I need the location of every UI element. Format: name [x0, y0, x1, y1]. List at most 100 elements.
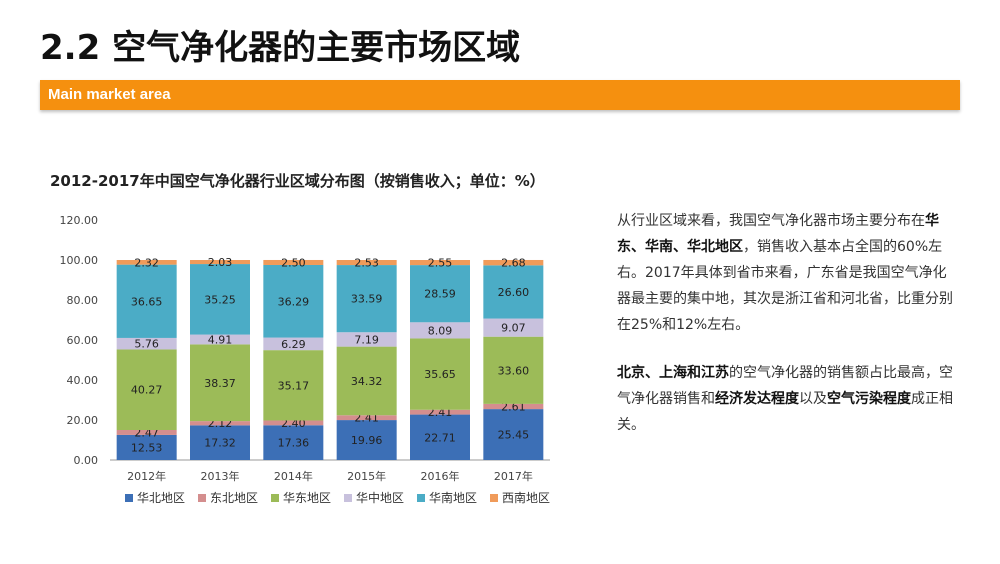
data-label: 5.76	[134, 338, 159, 351]
bar-segment	[483, 403, 544, 410]
x-tick-label: 2012年	[127, 469, 166, 483]
x-tick-label: 2013年	[201, 469, 240, 483]
bar-segment	[336, 260, 397, 266]
data-label: 35.17	[278, 379, 310, 392]
bar-segment	[116, 260, 177, 265]
bar-segment	[190, 421, 250, 426]
data-label: 2.53	[354, 257, 379, 270]
x-tick-label: 2017年	[494, 469, 533, 483]
x-tick-label: 2015年	[347, 469, 386, 483]
data-label: 28.59	[424, 288, 456, 301]
bar-segment	[483, 259, 544, 266]
stacked-bar-chart: 0.00 20.00 40.00 60.00 80.00 100.00 120.00 12.5…	[60, 214, 551, 505]
bar-segment	[263, 350, 324, 421]
legend-swatch	[490, 494, 498, 502]
page-title: 2.2 空气净化器的主要市场区域	[40, 28, 521, 68]
para2-run-5: 成正相关。	[617, 391, 953, 433]
data-label: 40.27	[131, 384, 163, 397]
bar-segment	[116, 430, 177, 435]
para1-run-0: 从行业区域来看，我国空气净化器市场主要分布	[617, 213, 911, 229]
bar-segment	[410, 322, 470, 339]
legend-label: 东北地区	[210, 491, 258, 505]
para2-run-1: 的空气净化器的销售额占比最高，空气净化器销售和	[617, 365, 953, 407]
bar-segment	[483, 336, 544, 404]
para1-run-3: ，销售收入基本占全国的60%左右。2017年具体到省市来看，广东省是我国空气净化…	[617, 239, 953, 333]
bar-segment	[336, 332, 397, 347]
bar-segment	[483, 265, 544, 319]
bar-segment	[263, 259, 324, 265]
legend-label: 华北地区	[137, 491, 185, 505]
para1-run-2: 华东、华南、华北地区	[617, 213, 939, 255]
bar-segment	[336, 346, 397, 416]
para2-run-3: 以及	[799, 391, 827, 407]
bar-segment	[116, 349, 177, 430]
data-label: 17.36	[278, 437, 310, 450]
data-label: 12.53	[131, 441, 163, 454]
bar-segment	[116, 434, 177, 460]
y-tick-label: 120.00	[60, 214, 99, 227]
x-tick-label: 2016年	[421, 469, 460, 483]
bar-segment	[190, 344, 250, 422]
bar-segment	[116, 264, 177, 338]
bar-segment	[190, 260, 250, 265]
data-label: 22.71	[424, 431, 456, 444]
paragraph-2: 北京、上海和江苏的空气净化器的销售额占比最高，空气净化器销售和经济发达程度以及空…	[617, 360, 957, 438]
y-tick-label: 100.00	[60, 254, 99, 267]
data-label: 33.59	[351, 293, 383, 306]
y-tick-label: 80.00	[67, 294, 99, 307]
legend-swatch	[417, 494, 425, 502]
legend-label: 华东地区	[283, 491, 331, 505]
legend-swatch	[271, 494, 279, 502]
data-label: 9.07	[501, 322, 526, 335]
data-label: 4.91	[208, 333, 233, 346]
para2-run-2: 经济发达程度	[715, 391, 799, 407]
bar-segment	[263, 425, 324, 460]
paragraph-1: 从行业区域来看，我国空气净化器市场主要分布在华东、华南、华北地区，销售收入基本占…	[617, 208, 957, 338]
bar-segment	[410, 409, 470, 415]
y-tick-label: 40.00	[67, 374, 99, 387]
legend-swatch	[125, 494, 133, 502]
y-tick-label: 20.00	[67, 414, 99, 427]
legend-swatch	[198, 494, 206, 502]
data-label: 38.37	[204, 377, 236, 390]
y-tick-label: 60.00	[67, 334, 99, 347]
bar-segment	[336, 265, 397, 333]
description-text: 从行业区域来看，我国空气净化器市场主要分布在华东、华南、华北地区，销售收入基本占…	[617, 208, 957, 460]
bar-segment	[190, 425, 250, 460]
data-label: 2.55	[428, 257, 453, 270]
data-label: 7.19	[354, 333, 379, 346]
data-label: 36.29	[278, 295, 310, 308]
bar-segment	[116, 337, 177, 350]
data-label: 35.25	[204, 293, 236, 306]
bar-segment	[336, 420, 397, 460]
bar-segment	[483, 318, 544, 337]
legend-label: 西南地区	[502, 490, 550, 505]
data-label: 19.96	[351, 434, 383, 447]
bar-segment	[263, 337, 324, 351]
data-label: 36.65	[131, 295, 163, 308]
data-label: 2.50	[281, 256, 306, 269]
bar-segment	[410, 260, 470, 266]
y-tick-label: 0.00	[74, 454, 99, 467]
data-label: 35.65	[424, 368, 456, 381]
bar-segment	[190, 334, 250, 345]
para2-run-0: 北京、上海和江苏	[617, 365, 729, 381]
bar-segment	[263, 264, 324, 338]
legend-label: 华南地区	[429, 490, 477, 505]
data-label: 34.32	[351, 375, 383, 388]
data-label: 8.09	[428, 324, 453, 337]
x-tick-label: 2014年	[274, 469, 313, 483]
section-banner: Main market area	[40, 80, 960, 110]
bar-segment	[410, 338, 470, 410]
data-label: 25.45	[498, 429, 530, 442]
data-label: 33.60	[498, 364, 530, 377]
bar-segment	[410, 414, 470, 460]
chart-title: 2012-2017年中国空气净化器行业区域分布图（按销售收入；单位：%）	[50, 172, 545, 190]
bar-segment	[190, 264, 250, 335]
data-label: 17.32	[204, 437, 236, 450]
data-label: 6.29	[281, 338, 306, 351]
bar-segment	[263, 420, 324, 426]
para2-run-4: 空气污染程度	[827, 391, 911, 407]
bar-segment	[410, 265, 470, 323]
data-label: 26.60	[498, 286, 530, 299]
